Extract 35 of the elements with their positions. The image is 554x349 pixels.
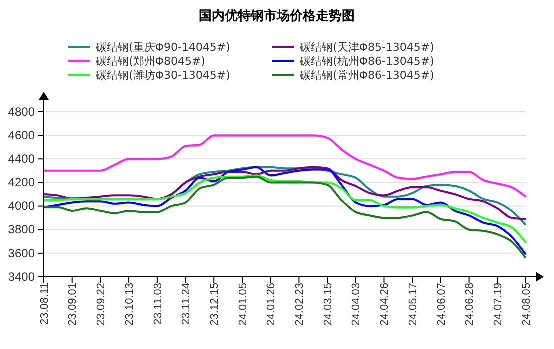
x-tick-label: 23.11.24	[180, 283, 193, 326]
y-tick-label: 4800	[8, 104, 36, 119]
x-tick-label: 24.05.17	[407, 283, 420, 326]
legend-label: 碳结钢(潍坊Φ30-13045#)	[95, 69, 230, 82]
y-tick-label: 4200	[8, 176, 36, 190]
x-tick-label: 24.08.05	[520, 283, 533, 326]
x-tick-label: 24.03.15	[322, 283, 334, 326]
x-tick-label: 24.06.28	[464, 283, 476, 326]
line-series	[43, 134, 527, 198]
y-tick-label: 4000	[8, 199, 36, 214]
x-tick-label: 23.12.15	[208, 283, 221, 326]
x-tick-label: 23.10.13	[124, 283, 136, 326]
x-tick-label: 23.09.01	[67, 283, 80, 326]
y-tick-label: 3400	[8, 270, 36, 284]
legend-label: 碳结钢(郑州Φ8045#)	[95, 55, 206, 68]
x-tick-label: 23.11.03	[152, 283, 164, 326]
legend-label: 碳结钢(常州Φ86-13045#)	[299, 69, 434, 82]
y-tick-label: 4600	[8, 128, 36, 142]
x-tick-label: 24.01.05	[237, 283, 250, 326]
x-tick-label: 24.06.07	[436, 283, 448, 326]
line-series	[43, 174, 527, 244]
x-tick-label: 24.01.26	[266, 283, 278, 326]
y-tick-label: 3600	[8, 246, 36, 260]
x-tick-label: 24.02.23	[294, 283, 306, 326]
x-tick-label: 24.07.19	[492, 283, 504, 326]
y-tick-label: 3800	[8, 222, 36, 237]
x-tick-label: 23.09.22	[96, 283, 108, 326]
chart-title: 国内优特钢市场价格走势图	[199, 8, 355, 24]
legend-label: 碳结钢(天津Φ85-13045#)	[299, 41, 434, 54]
y-tick-label: 4400	[8, 152, 36, 166]
x-tick-label: 23.08.11	[38, 283, 51, 326]
legend-label: 碳结钢(重庆Φ90-14045#)	[95, 41, 230, 54]
x-tick-label: 24.04.03	[350, 283, 363, 326]
x-tick-label: 24.04.26	[379, 283, 392, 326]
legend-label: 碳结钢(杭州Φ86-13045#)	[299, 55, 434, 68]
